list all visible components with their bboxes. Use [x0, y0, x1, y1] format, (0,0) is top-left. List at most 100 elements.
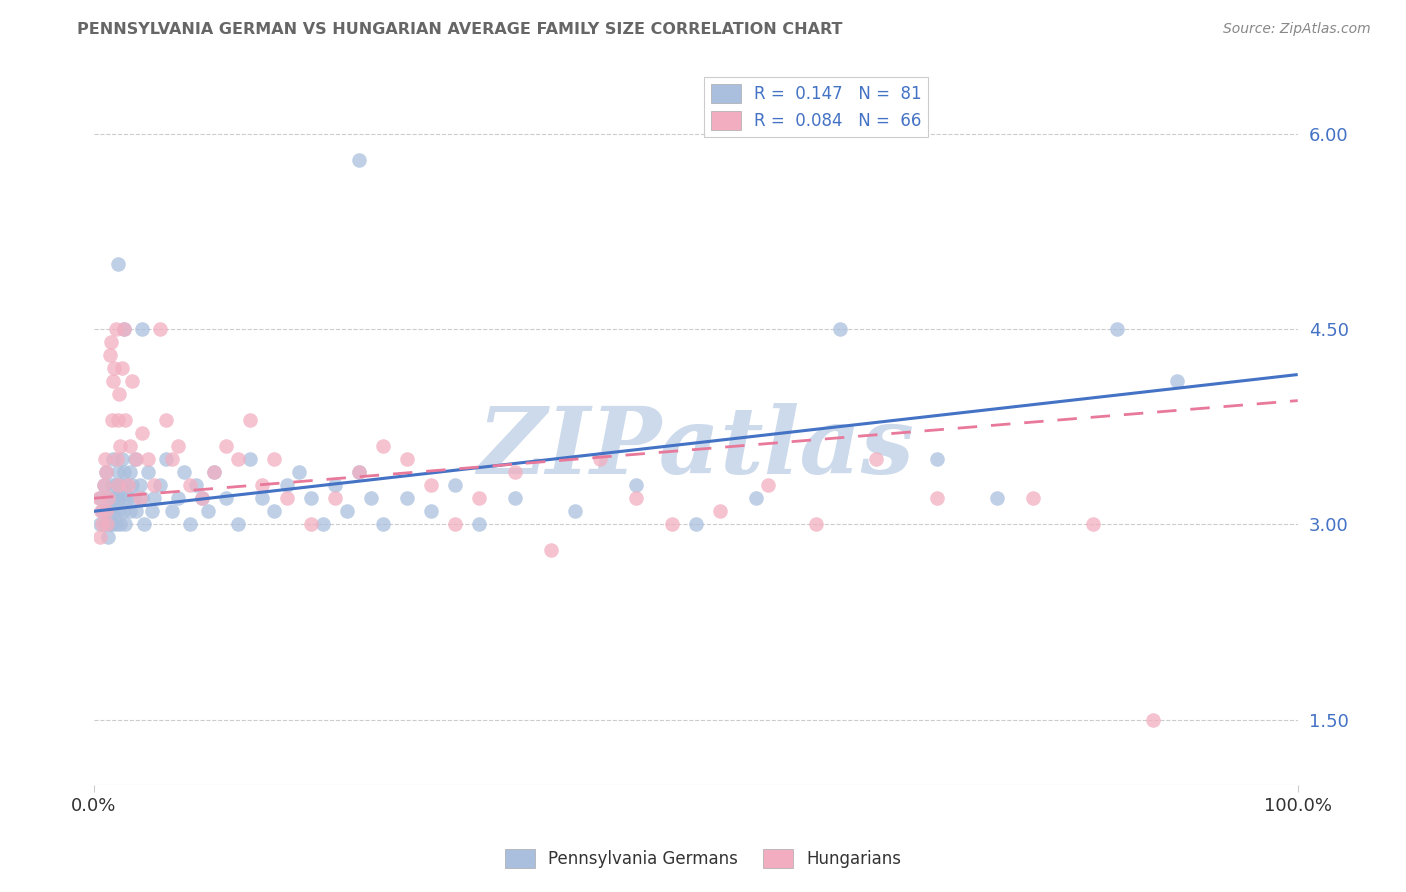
Point	[108, 387, 131, 401]
Point	[756, 478, 779, 492]
Point	[263, 452, 285, 467]
Point	[117, 491, 139, 506]
Point	[685, 517, 707, 532]
Point	[121, 478, 143, 492]
Point	[420, 478, 443, 492]
Point	[94, 517, 117, 532]
Point	[98, 517, 121, 532]
Point	[107, 504, 129, 518]
Point	[104, 517, 127, 532]
Point	[287, 465, 309, 479]
Point	[93, 478, 115, 492]
Point	[107, 465, 129, 479]
Point	[588, 452, 610, 467]
Point	[323, 491, 346, 506]
Point	[117, 478, 139, 492]
Point	[468, 517, 491, 532]
Point	[104, 322, 127, 336]
Point	[239, 413, 262, 427]
Point	[925, 452, 948, 467]
Point	[624, 491, 647, 506]
Point	[89, 517, 111, 532]
Point	[239, 452, 262, 467]
Point	[263, 504, 285, 518]
Point	[179, 478, 201, 492]
Point	[160, 504, 183, 518]
Point	[215, 439, 238, 453]
Point	[1142, 713, 1164, 727]
Point	[118, 465, 141, 479]
Point	[252, 491, 274, 506]
Point	[1081, 517, 1104, 532]
Point	[661, 517, 683, 532]
Point	[128, 491, 150, 506]
Point	[93, 478, 115, 492]
Point	[108, 491, 131, 506]
Point	[371, 439, 394, 453]
Point	[323, 478, 346, 492]
Point	[94, 452, 117, 467]
Point	[107, 478, 129, 492]
Point	[114, 517, 136, 532]
Point	[149, 322, 172, 336]
Point	[98, 348, 121, 362]
Text: Source: ZipAtlas.com: Source: ZipAtlas.com	[1223, 22, 1371, 37]
Point	[114, 413, 136, 427]
Point	[94, 504, 117, 518]
Point	[925, 491, 948, 506]
Point	[97, 530, 120, 544]
Point	[101, 517, 124, 532]
Point	[276, 491, 298, 506]
Point	[347, 465, 370, 479]
Point	[420, 504, 443, 518]
Point	[101, 478, 124, 492]
Point	[131, 322, 153, 336]
Point	[110, 517, 132, 532]
Point	[112, 491, 135, 506]
Point	[103, 504, 125, 518]
Point	[87, 491, 110, 506]
Point	[100, 504, 122, 518]
Point	[228, 517, 250, 532]
Point	[96, 517, 118, 532]
Point	[94, 465, 117, 479]
Point	[215, 491, 238, 506]
Legend: R =  0.147   N =  81, R =  0.084   N =  66: R = 0.147 N = 81, R = 0.084 N = 66	[704, 77, 928, 137]
Point	[91, 504, 114, 518]
Point	[311, 517, 333, 532]
Point	[299, 491, 322, 506]
Point	[112, 322, 135, 336]
Point	[155, 452, 177, 467]
Point	[865, 452, 887, 467]
Point	[1166, 374, 1188, 388]
Text: PENNSYLVANIA GERMAN VS HUNGARIAN AVERAGE FAMILY SIZE CORRELATION CHART: PENNSYLVANIA GERMAN VS HUNGARIAN AVERAGE…	[77, 22, 842, 37]
Point	[202, 465, 225, 479]
Point	[360, 491, 382, 506]
Point	[136, 465, 159, 479]
Point	[745, 491, 768, 506]
Point	[186, 478, 208, 492]
Point	[395, 452, 418, 467]
Point	[122, 491, 145, 506]
Point	[709, 504, 731, 518]
Point	[94, 504, 117, 518]
Point	[143, 491, 166, 506]
Point	[564, 504, 586, 518]
Point	[141, 504, 163, 518]
Point	[624, 478, 647, 492]
Point	[112, 322, 135, 336]
Text: ZIPatlas: ZIPatlas	[477, 403, 914, 493]
Point	[118, 504, 141, 518]
Point	[107, 257, 129, 271]
Point	[1022, 491, 1045, 506]
Point	[105, 452, 128, 467]
Point	[167, 439, 190, 453]
Point	[89, 530, 111, 544]
Point	[143, 478, 166, 492]
Point	[124, 452, 146, 467]
Point	[228, 452, 250, 467]
Point	[173, 465, 195, 479]
Point	[103, 452, 125, 467]
Point	[105, 491, 128, 506]
Point	[1107, 322, 1129, 336]
